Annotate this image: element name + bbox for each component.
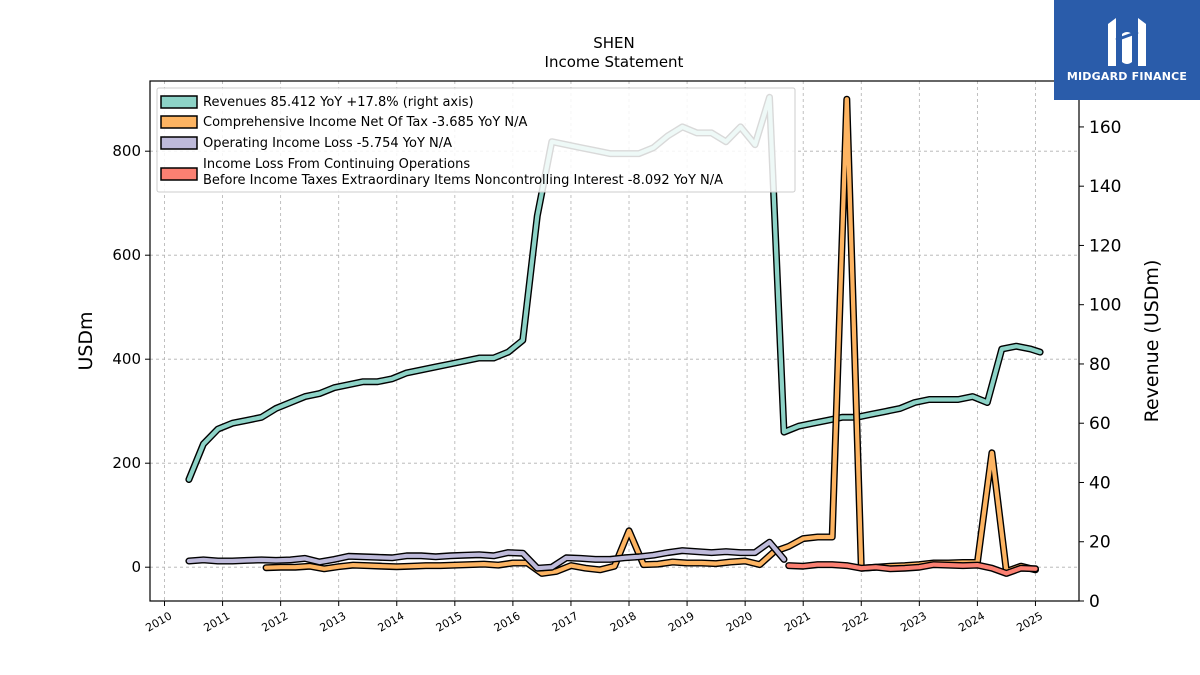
brand-logo: MIDGARD FINANCE — [1054, 0, 1200, 100]
x-tick-label: 2018 — [608, 609, 639, 634]
chart-subtitle: Income Statement — [545, 53, 684, 71]
legend-label: Before Income Taxes Extraordinary Items … — [203, 173, 723, 188]
x-tick-label: 2017 — [550, 609, 581, 634]
series-line — [186, 540, 787, 571]
legend-swatch — [160, 136, 198, 150]
plot-frame — [149, 80, 1080, 602]
y-axis-label-left: USDm — [75, 311, 97, 370]
y-tick-label-right: 20 — [1089, 533, 1111, 553]
x-tick-label: 2021 — [782, 609, 813, 634]
y-axis-label-right: Revenue (USDm) — [1141, 260, 1163, 423]
series-group — [185, 93, 1044, 577]
legend-label: Operating Income Loss -5.754 YoY N/A — [203, 136, 452, 151]
y-tick-label-right: 100 — [1089, 296, 1121, 316]
x-tick-label: 2016 — [492, 609, 523, 634]
legend-swatch — [160, 95, 198, 109]
x-tick-label: 2019 — [666, 609, 697, 634]
y-tick-label-right: 120 — [1089, 236, 1121, 256]
legend-swatch — [160, 115, 198, 129]
y-tick-label-right: 160 — [1089, 118, 1121, 138]
y-tick-label-right: 40 — [1089, 473, 1111, 493]
x-tick-label: 2015 — [434, 609, 465, 634]
series-line — [786, 562, 1038, 576]
legend-label: Revenues 85.412 YoY +17.8% (right axis) — [203, 95, 474, 110]
y-tick-label-right: 140 — [1089, 177, 1121, 197]
y-tick-label-left: 400 — [112, 350, 141, 368]
x-tick-label: 2024 — [956, 609, 987, 634]
legend-swatch — [160, 167, 198, 181]
legend: Revenues 85.412 YoY +17.8% (right axis) C… — [156, 87, 796, 193]
brand-name: MIDGARD FINANCE — [1066, 70, 1188, 83]
x-tick-label: 2025 — [1014, 609, 1045, 634]
chart-title: SHEN — [593, 34, 635, 52]
x-tick-label: 2020 — [724, 609, 755, 634]
y-tick-label-left: 0 — [131, 558, 141, 576]
x-tick-label: 2011 — [201, 609, 232, 634]
x-tick-label: 2013 — [318, 609, 349, 634]
y-tick-label-right: 0 — [1089, 592, 1100, 612]
y-tick-label-left: 800 — [112, 142, 141, 160]
y-tick-label-right: 80 — [1089, 355, 1111, 375]
x-tick-label: 2012 — [260, 609, 291, 634]
legend-label: Comprehensive Income Net Of Tax -3.685 Y… — [203, 115, 528, 130]
legend-box — [156, 87, 796, 193]
x-tick-label: 2023 — [898, 609, 929, 634]
legend-label: Income Loss From Continuing Operations — [203, 157, 470, 172]
y-tick-label-right: 60 — [1089, 414, 1111, 434]
x-tick-label: 2014 — [376, 609, 407, 634]
brand-mark-icon — [1108, 18, 1146, 66]
y-tick-label-left: 200 — [112, 454, 141, 472]
x-tick-label: 2022 — [840, 609, 871, 634]
y-tick-label-left: 600 — [112, 246, 141, 264]
x-tick-label: 2010 — [143, 609, 174, 634]
